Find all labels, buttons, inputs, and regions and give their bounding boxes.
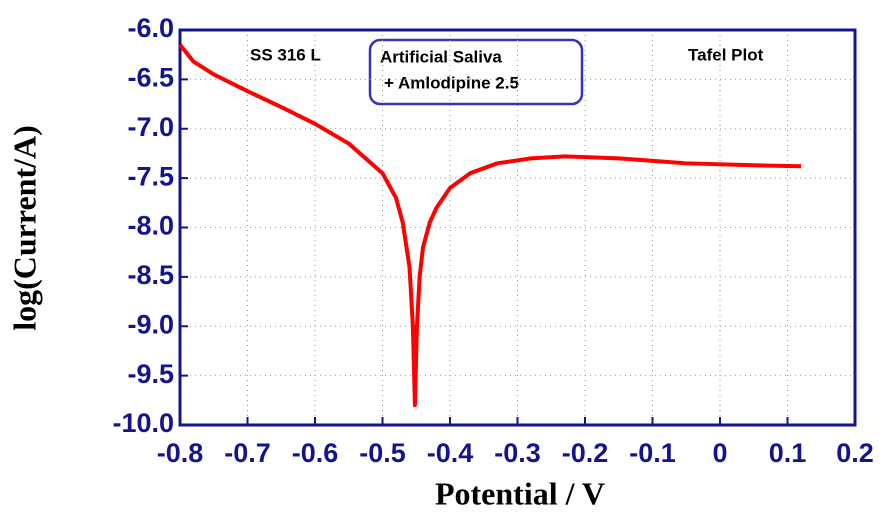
annotation-box bbox=[368, 38, 584, 106]
x-tick-label: -0.8 bbox=[157, 438, 204, 468]
plot-frame bbox=[178, 28, 857, 427]
y-tick-label: -8.5 bbox=[127, 260, 174, 290]
x-axis-title: Potential / V bbox=[435, 475, 605, 511]
x-tick-label: -0.3 bbox=[494, 438, 541, 468]
x-tick-label: 0.1 bbox=[769, 438, 807, 468]
annotation: SS 316 L bbox=[250, 45, 321, 64]
x-tick-label: 0.2 bbox=[836, 438, 874, 468]
x-tick-label: -0.4 bbox=[427, 438, 474, 468]
data-line bbox=[178, 43, 802, 408]
y-tick-label: -6.0 bbox=[127, 13, 174, 43]
x-tick-label: -0.2 bbox=[562, 438, 609, 468]
y-tick-label: -10.0 bbox=[112, 408, 174, 438]
x-tick-label: -0.5 bbox=[359, 438, 406, 468]
y-tick-label: -9.5 bbox=[127, 359, 174, 389]
y-tick-label: -8.0 bbox=[127, 211, 174, 241]
x-tick-label: 0 bbox=[712, 438, 727, 468]
y-tick-label: -6.5 bbox=[127, 63, 174, 93]
y-tick-label: -7.0 bbox=[127, 112, 174, 142]
box-text: + Amlodipine 2.5 bbox=[384, 73, 519, 92]
annotation: Tafel Plot bbox=[688, 45, 764, 64]
y-axis-title: log(Current/A) bbox=[6, 125, 42, 331]
y-tick-label: -9.0 bbox=[127, 309, 174, 339]
x-tick-label: -0.7 bbox=[224, 438, 271, 468]
y-tick-label: -7.5 bbox=[127, 161, 174, 191]
x-tick-label: -0.1 bbox=[629, 438, 676, 468]
x-tick-label: -0.6 bbox=[292, 438, 339, 468]
box-text: Artificial Saliva bbox=[380, 47, 502, 66]
